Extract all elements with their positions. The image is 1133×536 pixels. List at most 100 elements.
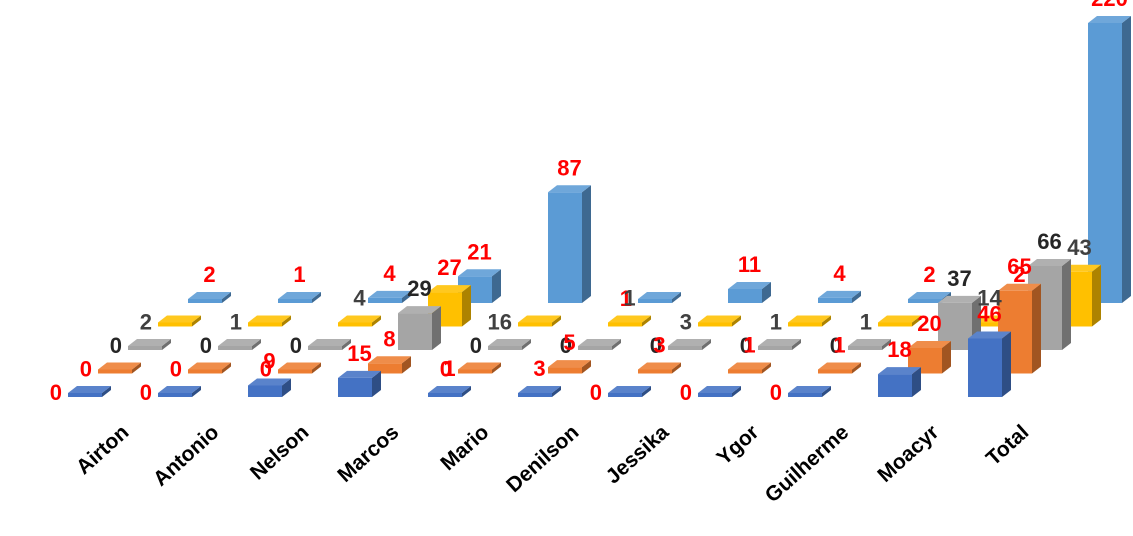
bar-guilherme-series-1 bbox=[788, 386, 831, 397]
data-label: 16 bbox=[488, 310, 512, 335]
data-label: 1 bbox=[293, 262, 305, 287]
bar-mario-series-2 bbox=[458, 362, 501, 374]
bar-jessika-series-4 bbox=[698, 315, 741, 327]
bar-airton-series-2 bbox=[98, 362, 141, 374]
data-label: 87 bbox=[557, 155, 581, 180]
category-label: Ygor bbox=[712, 421, 763, 470]
data-label: 1 bbox=[230, 310, 242, 335]
data-label: 0 bbox=[770, 380, 782, 405]
data-label: 4 bbox=[833, 261, 846, 286]
bar-denilson-series-4 bbox=[608, 315, 651, 327]
data-label: 1 bbox=[620, 286, 632, 311]
data-label: 2 bbox=[1013, 262, 1025, 287]
category-label: Total bbox=[982, 421, 1034, 471]
bar-marcos-series-1 bbox=[338, 370, 381, 397]
bar-airton-series-4 bbox=[158, 315, 201, 327]
data-label: 0 bbox=[470, 333, 482, 358]
bar-airton-series-3 bbox=[128, 339, 171, 350]
data-label: 220 bbox=[1091, 0, 1128, 11]
data-label: 0 bbox=[170, 357, 182, 382]
bar-antonio-series-3 bbox=[218, 339, 261, 350]
data-label: 9 bbox=[263, 349, 275, 374]
data-label: 3 bbox=[653, 333, 665, 358]
bar-mario-series-3 bbox=[488, 339, 531, 350]
category-labels-layer: Airton Antonio Nelson Marcos Mario Denilson Je… bbox=[72, 420, 1033, 507]
bar-antonio-series-1 bbox=[158, 386, 201, 397]
category-label: Jessika bbox=[602, 420, 674, 488]
data-label: 46 bbox=[977, 302, 1001, 327]
data-label: 11 bbox=[738, 252, 761, 277]
data-label: 3 bbox=[533, 356, 545, 381]
data-label: 3 bbox=[680, 310, 692, 335]
data-label: 0 bbox=[290, 333, 302, 358]
data-label: 0 bbox=[80, 357, 92, 382]
bar-jessika-series-1 bbox=[608, 386, 651, 397]
data-label: 1 bbox=[743, 333, 755, 358]
data-label: 2 bbox=[140, 310, 152, 335]
category-label: Airton bbox=[72, 421, 133, 479]
data-label: 43 bbox=[1067, 235, 1091, 260]
data-label: 0 bbox=[260, 357, 272, 382]
data-label: 0 bbox=[50, 380, 62, 405]
data-label: 29 bbox=[407, 276, 431, 301]
data-label: 4 bbox=[353, 286, 366, 311]
bar-nelson-series-1 bbox=[248, 378, 291, 397]
bar-guilherme-series-2 bbox=[818, 362, 861, 374]
data-label: 1 bbox=[623, 286, 635, 311]
data-label: 21 bbox=[467, 239, 491, 264]
data-label: 1 bbox=[770, 310, 782, 335]
data-labels-layer: 2142187111422220214271613111443000290000… bbox=[50, 0, 1128, 405]
bar-airton-series-5 bbox=[188, 292, 231, 303]
bar-jessika-series-3 bbox=[668, 339, 711, 350]
data-label: 1 bbox=[833, 333, 845, 358]
bar-airton-series-1 bbox=[68, 386, 111, 397]
bar-antonio-series-2 bbox=[188, 362, 231, 374]
bar-total-series-1 bbox=[968, 331, 1011, 397]
bar-denilson-series-1 bbox=[518, 386, 561, 397]
category-label: Moacyr bbox=[873, 421, 943, 487]
data-label: 0 bbox=[560, 333, 572, 358]
bar-antonio-series-4 bbox=[248, 315, 291, 327]
data-label: 0 bbox=[830, 333, 842, 358]
bar-jessika-series-5 bbox=[728, 282, 771, 303]
bar-nelson-series-3 bbox=[308, 339, 351, 350]
category-label: Marcos bbox=[333, 421, 403, 487]
bar-denilson-series-3 bbox=[578, 339, 621, 350]
bar-guilherme-series-3 bbox=[848, 339, 891, 350]
data-label: 1 bbox=[443, 356, 455, 381]
data-label: 8 bbox=[383, 326, 395, 351]
bar-ygor-series-3 bbox=[758, 339, 801, 350]
data-label: 15 bbox=[347, 341, 371, 366]
data-label: 0 bbox=[590, 380, 602, 405]
data-label: 2 bbox=[923, 262, 935, 287]
data-label: 14 bbox=[977, 286, 1002, 311]
data-label: 5 bbox=[563, 330, 575, 355]
bar-mario-series-4 bbox=[518, 315, 561, 327]
data-label: 2 bbox=[203, 262, 215, 287]
data-label: 18 bbox=[887, 337, 911, 362]
data-label: 1 bbox=[860, 310, 872, 335]
data-label: 0 bbox=[140, 380, 152, 405]
data-label: 20 bbox=[917, 311, 941, 336]
category-label: Mario bbox=[436, 421, 493, 476]
data-label: 0 bbox=[650, 333, 662, 358]
bar-ygor-series-5 bbox=[818, 290, 861, 303]
bar-jessika-series-2 bbox=[638, 362, 681, 374]
data-label: 0 bbox=[440, 357, 452, 382]
data-label: 0 bbox=[110, 333, 122, 358]
bar-total-series-5 bbox=[1088, 16, 1131, 303]
bar-denilson-series-5 bbox=[638, 292, 681, 303]
data-label: 66 bbox=[1037, 229, 1061, 254]
data-label: 0 bbox=[740, 333, 752, 358]
bar-ygor-series-1 bbox=[698, 386, 741, 397]
category-label: Nelson bbox=[246, 421, 313, 485]
bar-ygor-series-2 bbox=[728, 362, 771, 374]
bar-nelson-series-2 bbox=[278, 362, 321, 374]
bar-denilson-series-2 bbox=[548, 360, 591, 374]
category-label: Denilson bbox=[502, 421, 583, 497]
bar-mario-series-5 bbox=[548, 185, 591, 303]
bar-marcos-series-3 bbox=[398, 306, 441, 350]
data-label: 65 bbox=[1007, 254, 1031, 279]
data-label: 37 bbox=[947, 266, 971, 291]
bar-guilherme-series-4 bbox=[878, 315, 921, 327]
